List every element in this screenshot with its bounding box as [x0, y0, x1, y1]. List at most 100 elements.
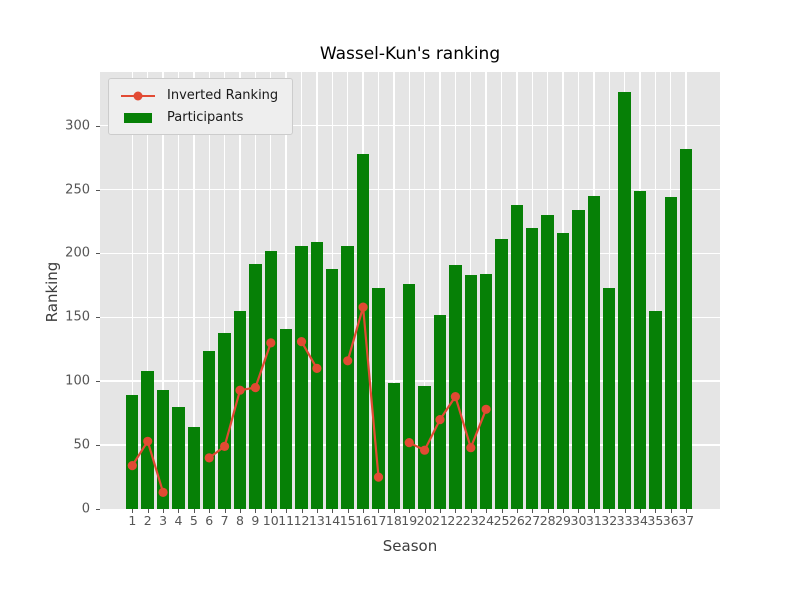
x-tick-label: 25 — [493, 513, 510, 528]
x-tick-label: 19 — [401, 513, 418, 528]
x-tick-mark — [547, 509, 549, 513]
x-tick-label: 16 — [355, 513, 372, 528]
x-tick-label: 15 — [339, 513, 356, 528]
x-gridline — [177, 72, 180, 509]
bar-swatch-icon — [124, 112, 152, 123]
x-tick-mark — [455, 509, 457, 513]
x-tick-mark — [516, 509, 518, 513]
x-tick-label: 23 — [462, 513, 479, 528]
participants-bar — [433, 314, 447, 509]
x-tick-mark — [486, 509, 488, 513]
x-tick-label: 12 — [293, 513, 310, 528]
x-tick-label: 10 — [262, 513, 279, 528]
participants-bar — [187, 427, 201, 509]
chart-title: Wassel-Kun's ranking — [319, 44, 501, 64]
x-tick-label: 9 — [251, 513, 260, 528]
y-tick-label: 250 — [65, 182, 90, 198]
participants-bar — [126, 395, 139, 509]
participants-bar — [403, 284, 416, 509]
participants-bar — [464, 275, 477, 509]
x-gridline — [146, 72, 149, 509]
x-tick-mark — [609, 509, 611, 513]
x-tick-mark — [316, 509, 318, 513]
participants-bar — [264, 250, 277, 509]
x-tick-label: 1 — [128, 513, 137, 528]
x-tick-label: 37 — [678, 513, 695, 528]
participants-bar — [618, 92, 631, 509]
x-tick-label: 13 — [308, 513, 325, 528]
participants-bar — [603, 287, 616, 509]
y-gridline — [100, 188, 720, 191]
x-tick-mark — [532, 509, 534, 513]
x-tick-mark — [163, 509, 165, 513]
legend-item-participants: Participants — [121, 110, 278, 125]
x-tick-label: 30 — [570, 513, 587, 528]
participants-bar — [479, 273, 493, 509]
participants-bar — [156, 390, 170, 509]
participants-bar — [587, 195, 601, 509]
x-tick-mark — [624, 509, 626, 513]
x-tick-label: 4 — [174, 513, 183, 528]
x-tick-mark — [209, 509, 211, 513]
x-tick-label: 14 — [324, 513, 341, 528]
participants-bar — [449, 264, 462, 509]
x-gridline — [423, 72, 426, 509]
x-tick-mark — [578, 509, 580, 513]
axes: Inverted Ranking Participants — [96, 72, 720, 513]
x-tick-mark — [639, 509, 641, 513]
participants-bar — [356, 153, 370, 509]
x-tick-mark — [501, 509, 503, 513]
x-tick-label: 35 — [647, 513, 664, 528]
x-tick-label: 17 — [370, 513, 387, 528]
participants-bar — [418, 386, 431, 509]
x-tick-label: 22 — [447, 513, 464, 528]
x-tick-label: 34 — [632, 513, 648, 528]
y-gridline — [100, 252, 720, 255]
x-gridline — [654, 72, 657, 509]
legend-label-participants: Participants — [167, 110, 244, 125]
x-tick-mark — [301, 509, 303, 513]
participants-bar — [572, 210, 585, 509]
y-tick-mark — [96, 189, 100, 191]
x-tick-label: 11 — [278, 513, 295, 528]
participants-bar — [510, 204, 524, 509]
y-tick-mark — [96, 125, 100, 127]
x-tick-label: 29 — [555, 513, 572, 528]
x-gridline — [239, 72, 241, 509]
participants-bar — [341, 245, 354, 509]
legend-item-inverted-ranking: Inverted Ranking — [121, 88, 278, 103]
x-gridline — [285, 72, 287, 509]
y-tick-label: 100 — [65, 373, 90, 389]
x-tick-mark — [363, 509, 365, 513]
x-tick-mark — [593, 509, 595, 513]
x-tick-label: 26 — [508, 513, 525, 528]
x-tick-label: 7 — [220, 513, 229, 528]
participants-bar — [295, 245, 308, 509]
y-tick-label: 150 — [65, 309, 90, 325]
x-tick-mark — [132, 509, 134, 513]
x-tick-mark — [224, 509, 226, 513]
participants-bar — [664, 197, 677, 509]
x-gridline — [162, 72, 164, 509]
participants-bar — [218, 332, 231, 509]
x-tick-mark — [378, 509, 380, 513]
y-gridline — [100, 124, 720, 127]
x-tick-mark — [147, 509, 149, 513]
x-tick-mark — [409, 509, 411, 513]
x-gridline — [131, 72, 133, 509]
x-tick-mark — [686, 509, 688, 513]
x-tick-label: 3 — [159, 513, 168, 528]
x-tick-label: 36 — [662, 513, 679, 528]
x-gridline — [439, 72, 441, 509]
x-gridline — [223, 72, 226, 509]
x-tick-label: 6 — [205, 513, 214, 528]
x-tick-mark — [424, 509, 426, 513]
participants-bar — [141, 371, 154, 509]
x-tick-label: 21 — [432, 513, 448, 528]
participants-bar — [233, 310, 247, 509]
x-tick-mark — [239, 509, 241, 513]
participants-bar — [203, 350, 216, 509]
x-tick-mark — [470, 509, 472, 513]
participants-bar — [541, 215, 554, 509]
